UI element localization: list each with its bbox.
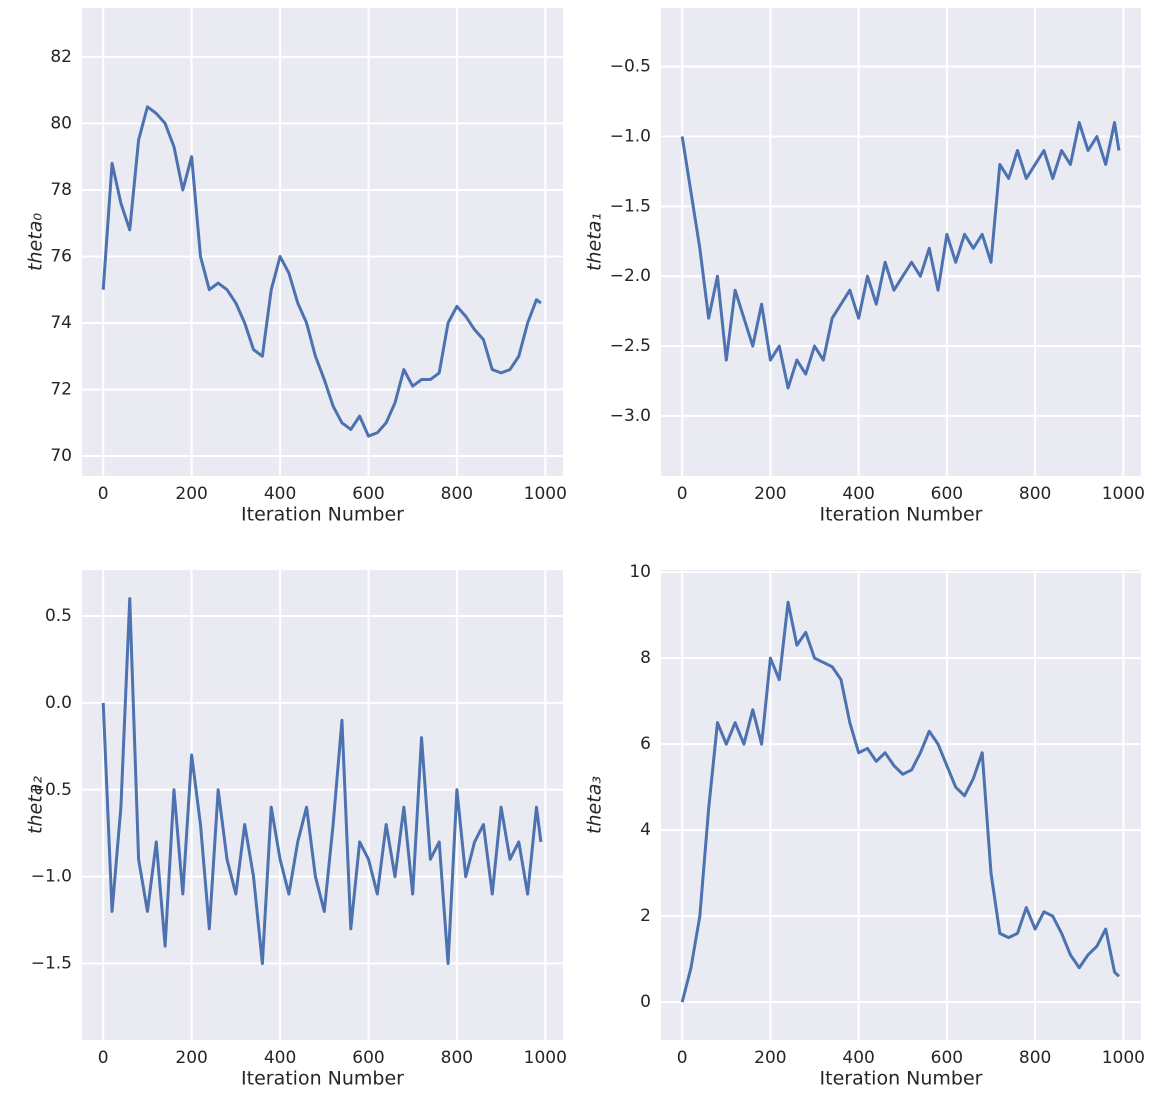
x-tick-label: 0 xyxy=(98,1048,109,1068)
x-tick-label: 0 xyxy=(98,484,109,504)
x-axis-label: Iteration Number xyxy=(820,504,983,526)
x-tick-label: 400 xyxy=(842,484,874,504)
y-tick-label: −2.5 xyxy=(610,336,651,356)
y-axis-label: theta₁ xyxy=(584,213,606,271)
y-tick-label: −1.0 xyxy=(31,867,72,887)
y-tick-label: 2 xyxy=(640,906,651,926)
y-axis-label: theta₃ xyxy=(584,776,606,834)
y-tick-label: 6 xyxy=(640,734,651,754)
y-tick-label: −1.0 xyxy=(610,127,651,147)
subplot: −1.5 −1.0 −0.5 0.0 0.5 0 200 400 600 800 1000 Itera… xyxy=(25,570,567,1090)
subplot: 70 72 74 76 78 80 82 0 200 400 600 800 1000 Iteration… xyxy=(25,8,567,526)
y-tick-label: 0.5 xyxy=(45,606,72,626)
x-tick-label: 1000 xyxy=(1102,484,1145,504)
x-axis-label: Iteration Number xyxy=(241,1068,404,1090)
y-tick-label: −1.5 xyxy=(610,196,651,216)
subplot: 0 2 4 6 8 10 0 200 400 600 800 1000 Iteration Number… xyxy=(584,562,1145,1089)
x-axis-label: Iteration Number xyxy=(241,504,404,526)
trace-line xyxy=(680,121,1121,390)
x-tick-label: 600 xyxy=(352,1048,384,1068)
y-tick-label: 76 xyxy=(50,246,72,266)
x-tick-label: 600 xyxy=(352,484,384,504)
y-tick-label: −2.0 xyxy=(610,266,651,286)
y-tick-label: 80 xyxy=(50,113,72,133)
y-axis-label: theta₂ xyxy=(25,776,47,834)
x-tick-label: 200 xyxy=(175,484,207,504)
y-tick-label: 78 xyxy=(50,180,72,200)
y-tick-label: 70 xyxy=(50,446,72,466)
y-tick-label: 82 xyxy=(50,47,72,67)
y-tick-label: −3.0 xyxy=(610,406,651,426)
x-tick-label: 800 xyxy=(1019,484,1051,504)
x-tick-label: 0 xyxy=(677,484,688,504)
y-tick-label: 72 xyxy=(50,380,72,400)
y-tick-label: −0.5 xyxy=(610,57,651,77)
plot-area xyxy=(661,8,1141,476)
trace-line xyxy=(101,105,542,438)
x-tick-label: 600 xyxy=(931,1048,963,1068)
x-tick-label: 600 xyxy=(931,484,963,504)
trace-line xyxy=(101,597,543,966)
y-tick-label: −1.5 xyxy=(31,954,72,974)
plot-area xyxy=(82,570,563,1040)
x-tick-label: 1000 xyxy=(1102,1048,1145,1068)
x-tick-label: 200 xyxy=(754,1048,786,1068)
y-tick-label: 74 xyxy=(50,313,72,333)
y-tick-label: 0 xyxy=(640,992,651,1012)
trace-line xyxy=(680,600,1120,1003)
x-tick-label: 0 xyxy=(677,1048,688,1068)
x-tick-label: 400 xyxy=(842,1048,874,1068)
y-axis-label: theta₀ xyxy=(25,213,47,271)
plot-area xyxy=(661,570,1141,1040)
x-axis-label: Iteration Number xyxy=(820,1068,983,1090)
x-tick-label: 200 xyxy=(754,484,786,504)
x-tick-label: 800 xyxy=(441,484,473,504)
subplot: −3.0 −2.5 −2.0 −1.5 −1.0 −0.5 0 200 400 600 800 100… xyxy=(584,8,1145,526)
x-tick-label: 400 xyxy=(264,1048,296,1068)
x-tick-label: 1000 xyxy=(524,1048,567,1068)
y-tick-label: 8 xyxy=(640,648,651,668)
y-tick-label: −0.5 xyxy=(31,780,72,800)
x-tick-label: 400 xyxy=(264,484,296,504)
x-tick-label: 1000 xyxy=(524,484,567,504)
y-tick-label: 10 xyxy=(629,562,651,582)
x-tick-label: 200 xyxy=(175,1048,207,1068)
x-tick-label: 800 xyxy=(1019,1048,1051,1068)
y-tick-label: 0.0 xyxy=(45,693,72,713)
plot-area xyxy=(82,8,563,476)
y-tick-label: 4 xyxy=(640,820,651,840)
x-tick-label: 800 xyxy=(441,1048,473,1068)
